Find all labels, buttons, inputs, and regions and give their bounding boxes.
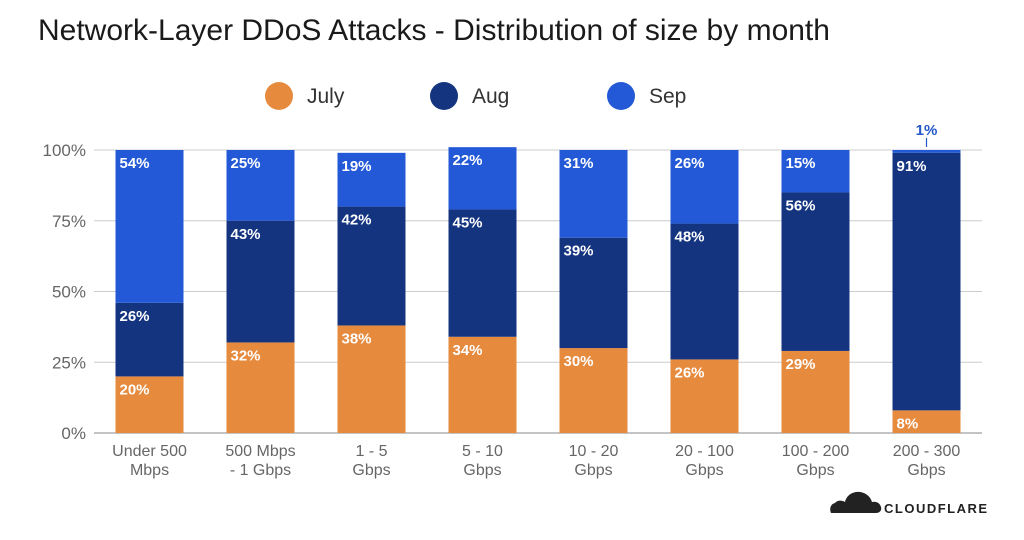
bar-aug — [448, 209, 517, 337]
bar-sep — [781, 150, 850, 193]
chart-title: Network-Layer DDoS Attacks - Distributio… — [38, 14, 830, 47]
legend: July Aug Sep — [265, 82, 686, 110]
x-tick-label: Gbps — [463, 462, 501, 479]
bar-sep — [226, 150, 295, 221]
x-tick-label: Gbps — [352, 462, 390, 479]
bar-aug — [226, 220, 295, 343]
x-tick-label: Gbps — [796, 462, 834, 479]
legend-label-sep: Sep — [649, 85, 686, 108]
x-axis-labels: Under 500 Mbps 500 Mbps - 1 Gbps 1 - 5 Gbps 5 … — [112, 443, 960, 479]
x-tick-label: Gbps — [574, 462, 612, 479]
bar-aug — [337, 206, 406, 326]
bar-aug — [670, 223, 739, 360]
bars: 20% 26% 54% 32% 43% 25% 38% 42% 19% 34% 45% 22% 30% 3… — [115, 122, 961, 433]
y-tick-label: 50% — [52, 283, 86, 302]
data-label-july: 20% — [120, 381, 150, 398]
bar-aug — [781, 192, 850, 351]
y-axis-ticks: 0% 25% 50% 75% 100% — [43, 141, 86, 443]
data-label-july: 32% — [231, 347, 261, 364]
x-tick-label: 200 - 300 — [893, 443, 961, 460]
x-tick-label: 5 - 10 — [462, 443, 503, 460]
x-tick-label: 1 - 5 — [355, 443, 387, 460]
data-label-july: 29% — [786, 356, 816, 373]
bar-july — [670, 359, 739, 433]
data-label-aug: 43% — [231, 226, 261, 243]
bar-sep — [559, 150, 628, 238]
data-label-sep: 54% — [120, 155, 150, 172]
x-tick-label: Gbps — [907, 462, 945, 479]
cloud-icon — [830, 491, 882, 513]
y-tick-label: 100% — [43, 141, 86, 160]
bar-july — [781, 350, 850, 433]
data-label-aug: 56% — [786, 197, 816, 214]
y-tick-label: 25% — [52, 353, 86, 372]
bar-sep — [337, 152, 406, 207]
data-label-sep: 22% — [453, 152, 483, 169]
data-label-july: 38% — [342, 330, 372, 347]
data-label-aug: 39% — [564, 243, 594, 260]
legend-swatch-sep — [607, 82, 635, 110]
data-label-sep: 1% — [916, 122, 938, 139]
data-label-aug: 45% — [453, 214, 483, 231]
data-label-aug: 26% — [120, 308, 150, 325]
legend-swatch-july — [265, 82, 293, 110]
bar-july — [559, 348, 628, 433]
y-tick-label: 75% — [52, 212, 86, 231]
data-label-aug: 91% — [897, 158, 927, 175]
bar-july — [892, 410, 961, 433]
x-tick-label: - 1 Gbps — [230, 462, 291, 479]
legend-swatch-aug — [430, 82, 458, 110]
data-label-aug: 48% — [675, 229, 705, 246]
data-label-july: 34% — [453, 342, 483, 359]
data-label-sep: 26% — [675, 155, 705, 172]
data-label-july: 26% — [675, 364, 705, 381]
y-tick-label: 0% — [61, 424, 86, 443]
data-label-sep: 15% — [786, 155, 816, 172]
bar-sep — [670, 150, 739, 224]
data-label-sep: 19% — [342, 158, 372, 175]
bar-july — [115, 376, 184, 433]
x-tick-label: Under 500 — [112, 443, 187, 460]
x-tick-label: 20 - 100 — [675, 443, 734, 460]
bar-sep — [448, 147, 517, 210]
bar-aug — [115, 302, 184, 377]
bar-aug — [892, 152, 961, 411]
cloudflare-logo: CLOUDFLARE — [830, 491, 989, 516]
brand-name: CLOUDFLARE — [884, 501, 989, 516]
data-label-aug: 42% — [342, 212, 372, 229]
bar-sep — [115, 150, 184, 303]
legend-label-july: July — [307, 85, 345, 108]
x-tick-label: Mbps — [130, 462, 169, 479]
data-label-july: 30% — [564, 353, 594, 370]
x-tick-label: 100 - 200 — [782, 443, 850, 460]
bar-sep — [892, 150, 961, 153]
legend-label-aug: Aug — [472, 85, 509, 108]
bar-aug — [559, 237, 628, 349]
bar-july — [226, 342, 295, 433]
bar-july — [337, 325, 406, 433]
x-tick-label: 500 Mbps — [225, 443, 295, 460]
data-label-july: 8% — [897, 415, 919, 432]
x-tick-label: Gbps — [685, 462, 723, 479]
x-tick-label: 10 - 20 — [569, 443, 619, 460]
data-label-sep: 31% — [564, 155, 594, 172]
bar-july — [448, 336, 517, 433]
data-label-sep: 25% — [231, 155, 261, 172]
